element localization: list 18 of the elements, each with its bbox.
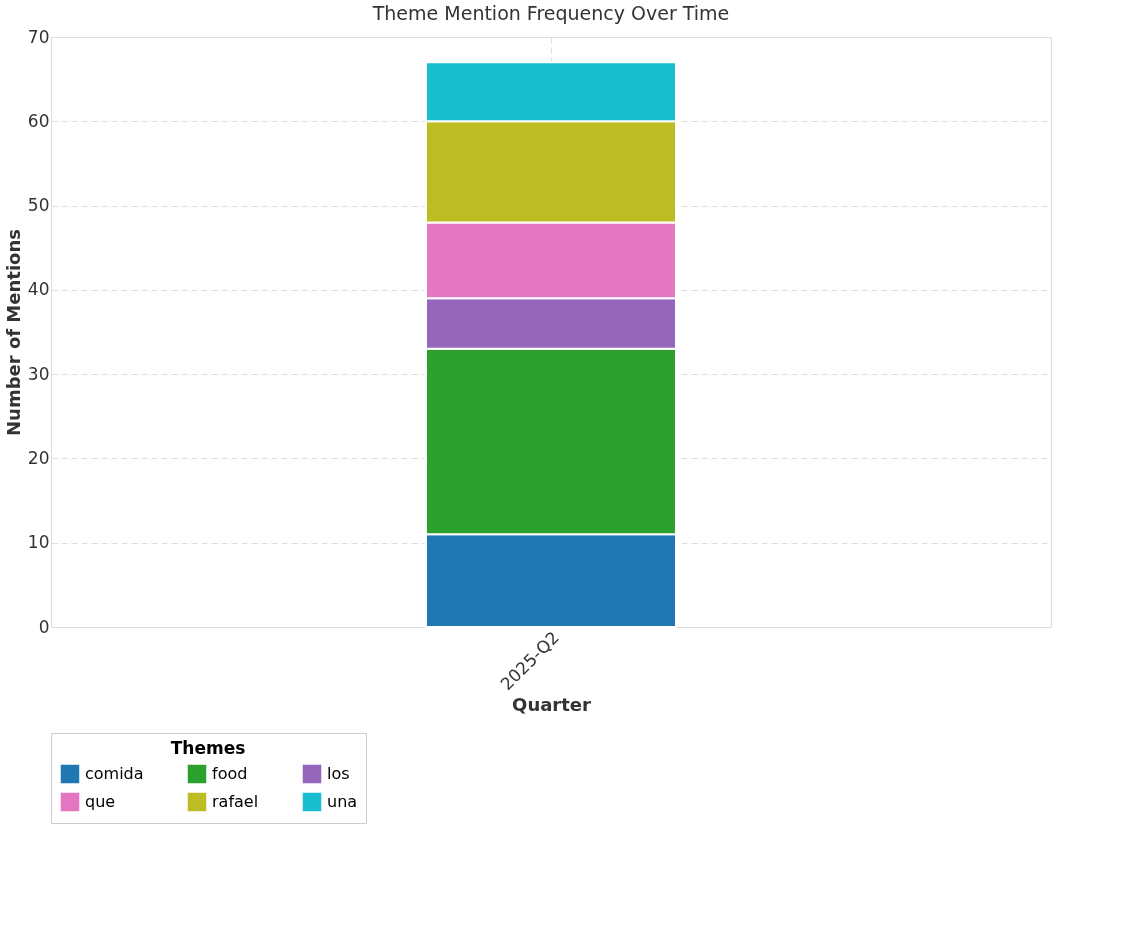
legend-title: Themes (170, 738, 246, 758)
y-tick-label: 10 (27, 532, 50, 553)
y-tick-label: 20 (27, 447, 50, 468)
legend-label: comida (85, 764, 144, 783)
y-tick-label: 30 (27, 363, 50, 384)
legend-label: los (327, 764, 350, 783)
y-tick-label: 60 (27, 110, 50, 131)
y-axis-title: Number of Mentions (2, 229, 24, 436)
legend-label: rafael (212, 792, 259, 811)
y-tick-label: 0 (38, 616, 50, 637)
legend-label: que (85, 792, 116, 811)
x-axis-title: Quarter (512, 694, 592, 716)
y-tick-label: 50 (27, 195, 50, 216)
legend-label: food (212, 764, 248, 783)
y-tick-label: 40 (27, 279, 50, 300)
legend-label: una (327, 792, 358, 811)
chart-title: Theme Mention Frequency Over Time (371, 2, 730, 24)
y-tick-label: 70 (27, 26, 50, 47)
